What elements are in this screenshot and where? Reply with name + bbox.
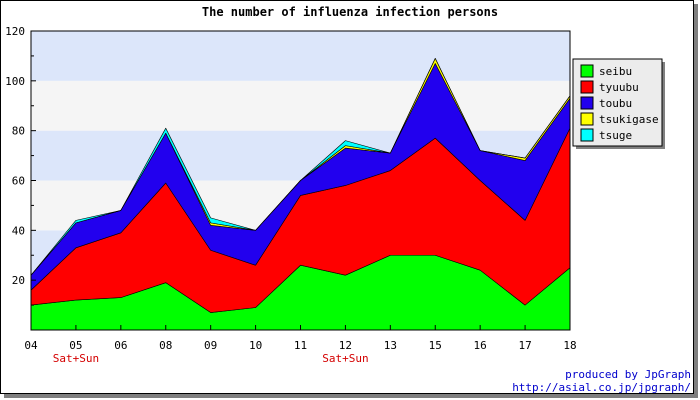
grid-band xyxy=(31,80,570,131)
legend-swatch-toubu xyxy=(580,96,594,110)
x-tick-label: 04 xyxy=(24,339,38,352)
y-tick-label: 60 xyxy=(12,175,25,188)
x-sublabel: Sat+Sun xyxy=(53,352,99,365)
x-tick-label: 17 xyxy=(518,339,531,352)
x-tick-label: 09 xyxy=(204,339,217,352)
legend: seibu tyuubu toubu tsukigase tsuge xyxy=(572,58,665,149)
credit-produced-by: produced by JpGraph xyxy=(565,368,691,381)
y-tick-label: 20 xyxy=(12,274,25,287)
x-tick-label: 08 xyxy=(159,339,172,352)
legend-label-seibu: seibu xyxy=(599,65,632,78)
x-tick-label: 12 xyxy=(339,339,352,352)
x-tick-label: 16 xyxy=(474,339,487,352)
x-tick-label: 06 xyxy=(114,339,127,352)
x-tick-label: 11 xyxy=(294,339,307,352)
legend-swatch-seibu xyxy=(580,64,594,78)
legend-label-tyuubu: tyuubu xyxy=(599,81,639,94)
legend-label-toubu: toubu xyxy=(599,97,632,110)
y-tick-label: 120 xyxy=(5,25,25,38)
legend-label-tsukigase: tsukigase xyxy=(599,113,659,126)
chart-title: The number of influenza infection person… xyxy=(202,5,498,19)
x-tick-label: 10 xyxy=(249,339,262,352)
x-tick-label: 18 xyxy=(563,339,576,352)
x-tick-label: 15 xyxy=(429,339,442,352)
legend-swatch-tsuge xyxy=(580,128,594,142)
legend-swatch-tsukigase xyxy=(580,112,594,126)
y-tick-label: 80 xyxy=(12,125,25,138)
credit-url[interactable]: http://asial.co.jp/jpgraph/ xyxy=(512,381,691,394)
grid-band xyxy=(31,31,570,81)
legend-swatch-tyuubu xyxy=(580,80,594,94)
x-tick-label: 05 xyxy=(69,339,82,352)
x-tick-label: 13 xyxy=(384,339,397,352)
y-tick-label: 40 xyxy=(12,224,25,237)
y-tick-label: 100 xyxy=(5,75,25,88)
legend-label-tsuge: tsuge xyxy=(599,129,632,142)
x-sublabel: Sat+Sun xyxy=(322,352,368,365)
